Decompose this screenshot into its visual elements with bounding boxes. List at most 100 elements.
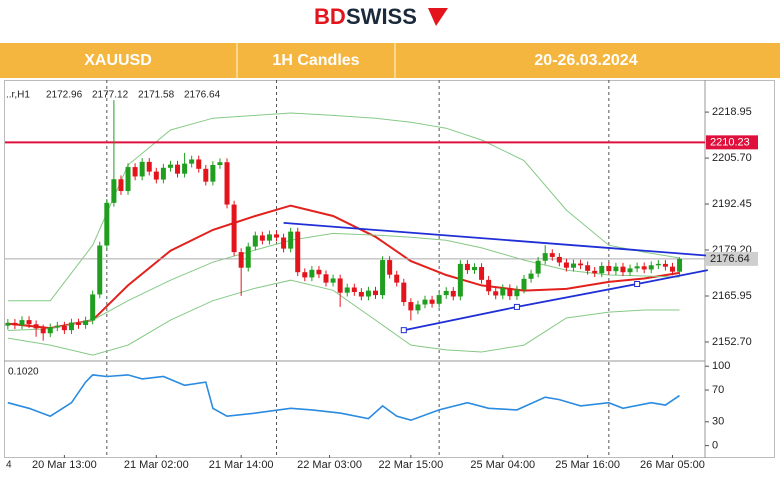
candle-body [556, 256, 562, 263]
candle-body [323, 274, 329, 283]
candle-body [238, 252, 244, 268]
trendline-anchor [513, 303, 520, 310]
candle-body [450, 290, 456, 297]
banner-period: 20-26.03.2024 [534, 52, 637, 69]
candle-body [528, 273, 534, 279]
candle-body [111, 179, 117, 203]
candle-body [160, 167, 166, 180]
candle-body [288, 231, 294, 249]
x-tick-label: 22 Mar 15:00 [378, 459, 443, 471]
candle-body [196, 159, 202, 169]
candle-body [245, 246, 251, 268]
candle-body [153, 171, 159, 180]
candle-body [669, 266, 675, 272]
candle-body [231, 204, 237, 253]
candle-body [677, 258, 683, 272]
candle-body [429, 299, 435, 304]
last-price-tag [706, 251, 758, 266]
banner [0, 43, 780, 78]
rsi-tick-label: 30 [712, 416, 724, 428]
candle-body [217, 162, 223, 166]
logo: BD SWISS [314, 4, 448, 29]
candle-body [104, 202, 110, 246]
candle-body [627, 268, 633, 273]
ohlc-value: 2171.58 [138, 90, 175, 101]
candle-body [337, 278, 343, 293]
trendline [283, 222, 708, 257]
indicator-line [7, 279, 680, 356]
y-tick-label: 2165.95 [712, 290, 752, 302]
candle-body [415, 304, 421, 311]
logo-flag [428, 8, 448, 26]
candle-body [90, 294, 96, 321]
candle-body [224, 162, 230, 205]
candle-body [401, 282, 407, 303]
ohlc-value: 2172.96 [46, 90, 83, 101]
candle-body [12, 322, 18, 326]
candle-body [189, 159, 195, 164]
candle-body [281, 237, 287, 249]
candle-body [125, 167, 131, 192]
candle-body [394, 274, 400, 283]
candle-body [167, 164, 173, 168]
candle-body [507, 288, 513, 297]
candle-body [274, 234, 280, 238]
candle-body [493, 291, 499, 296]
candle-body [380, 260, 386, 296]
candle-body [302, 272, 308, 278]
banner-symbol: XAUUSD [84, 52, 152, 69]
candle-body [620, 266, 626, 273]
candle-body [521, 278, 527, 290]
level-tag [706, 135, 758, 150]
candle-body [54, 325, 60, 328]
candle-body [40, 328, 46, 334]
candle-body [634, 266, 640, 269]
candle-body [259, 235, 265, 241]
candle-body [118, 179, 124, 192]
candle-body [486, 279, 492, 292]
candle-body [139, 161, 145, 177]
x-tick-label: 26 Mar 05:00 [640, 459, 705, 471]
rsi-tick-label: 70 [712, 384, 724, 396]
candle-body [316, 269, 322, 275]
y-tick-label: 2218.95 [712, 106, 752, 118]
x-tick-label: 20 Mar 13:00 [32, 459, 97, 471]
candle-body [387, 260, 393, 275]
candle-body [613, 266, 619, 272]
candle-body [132, 167, 138, 177]
candle-body [563, 262, 569, 268]
candle-body [549, 253, 555, 257]
x-tick-label: 25 Mar 04:00 [470, 459, 535, 471]
ohlc-value: 2177.12 [92, 90, 129, 101]
candle-body [33, 324, 39, 329]
trendline-anchor [400, 327, 407, 334]
trendline-anchor [634, 281, 641, 288]
candle-body [47, 327, 53, 334]
rsi-label: 0.1020 [8, 367, 39, 378]
candle-body [175, 164, 181, 174]
candle-body [83, 320, 89, 325]
candle-body [252, 235, 258, 247]
y-tick-label: 2205.70 [712, 152, 752, 164]
x-tick-label: 21 Mar 14:00 [209, 459, 274, 471]
rsi-line [7, 374, 680, 422]
candle-body [5, 322, 11, 326]
rsi-tick-label: 0 [712, 440, 718, 452]
candle-body [203, 168, 209, 182]
candle-body [61, 325, 67, 331]
symbol-label: ..r,H1 [6, 90, 30, 101]
candle-body [535, 260, 541, 274]
candle-body [68, 322, 74, 331]
logo-swiss: SWISS [346, 4, 417, 29]
candle-body [19, 320, 25, 326]
y-tick-label: 2192.45 [712, 198, 752, 210]
candle-body [655, 263, 661, 266]
x-tick-label: 22 Mar 03:00 [297, 459, 362, 471]
candle-body [648, 265, 654, 270]
candle-body [146, 161, 152, 172]
candle-body [422, 299, 428, 305]
candle-body [464, 263, 470, 271]
logo-bd: BD [314, 4, 346, 29]
candle-body [76, 322, 82, 325]
candle-body [585, 265, 591, 271]
